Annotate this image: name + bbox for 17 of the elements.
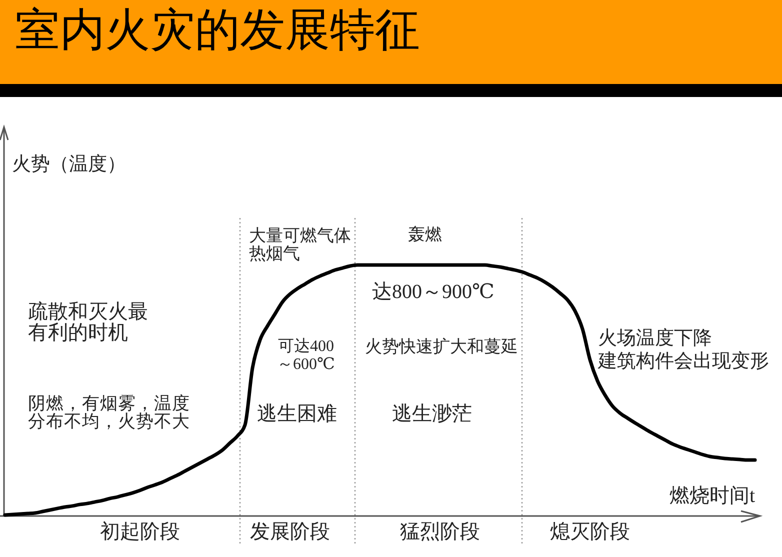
annotation: 疏散和灭火最有利的时机 — [28, 301, 148, 344]
annotation: 阴燃，有烟雾，温度分布不均，火势不大 — [28, 393, 190, 431]
x-tick-label: 发展阶段 — [250, 521, 330, 544]
annotation: 可达400～600℃ — [277, 337, 335, 373]
text: 大量可燃气体热烟气 — [249, 226, 351, 263]
annotation: 逃生困难 — [257, 403, 337, 425]
x-axis-title: 燃烧时间t — [669, 485, 756, 507]
annotation: 火场温度下降建筑构件会出现变形 — [597, 327, 769, 372]
annotation: 达800～900℃ — [372, 281, 494, 303]
annotation: 火势快速扩大和蔓延 — [365, 337, 518, 356]
annotation: 逃生渺茫 — [392, 403, 472, 425]
chart-title: 室内火灾的发展特征 — [15, 5, 420, 55]
y-axis-title: 火势（温度） — [12, 153, 126, 175]
x-tick-label: 熄灭阶段 — [550, 521, 630, 544]
x-tick-label: 初起阶段 — [100, 521, 180, 544]
x-tick-label: 猛烈阶段 — [400, 521, 480, 544]
text: 轰燃 — [408, 225, 442, 244]
